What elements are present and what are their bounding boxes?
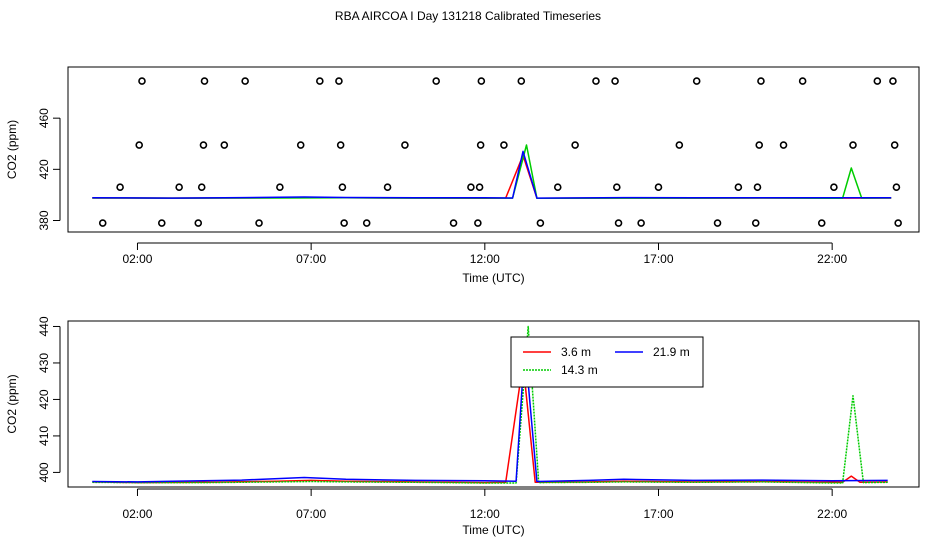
data-point [255, 219, 263, 227]
x-tick-label: 02:00 [122, 507, 152, 521]
data-point [194, 219, 203, 227]
x-tick-label: 22:00 [817, 507, 847, 521]
data-point [338, 183, 347, 192]
data-point [135, 141, 144, 149]
data-point [734, 183, 743, 192]
data-point [654, 183, 663, 192]
data-point [474, 219, 482, 227]
x-tick-label: 17:00 [643, 252, 673, 266]
x-tick-label: 12:00 [470, 252, 500, 266]
series-line [92, 150, 892, 199]
data-point [553, 183, 562, 192]
data-point [890, 141, 899, 149]
x-tick-label: 02:00 [122, 252, 152, 266]
x-tick-label: 17:00 [643, 507, 673, 521]
series-line [92, 144, 892, 199]
data-point [175, 183, 183, 192]
data-point [477, 77, 486, 85]
data-point [449, 219, 458, 227]
y-tick-label: 380 [37, 210, 51, 230]
data-point [675, 141, 684, 149]
y-tick-label: 420 [37, 159, 51, 179]
data-point [200, 77, 209, 85]
data-point [383, 183, 392, 192]
legend-label: 14.3 m [561, 363, 598, 377]
y-tick-label: 460 [37, 108, 51, 128]
data-point [517, 77, 526, 85]
data-point [98, 219, 107, 227]
y-tick-label: 440 [37, 316, 51, 336]
data-point [757, 77, 765, 85]
chart-title: RBA AIRCOA I Day 131218 Calibrated Times… [334, 9, 602, 23]
data-point [116, 183, 124, 192]
x-axis-label: Time (UTC) [462, 523, 524, 537]
data-point [476, 141, 485, 149]
data-point [316, 77, 324, 85]
data-point [817, 219, 826, 227]
panel-top: 02:00 07:00 12:00 17:00 22:00 Time (UTC) 380 42… [5, 66, 920, 285]
data-point [637, 219, 645, 227]
data-point [241, 77, 249, 85]
data-point [892, 183, 901, 192]
data-point [592, 77, 600, 85]
data-point [335, 77, 343, 85]
data-point [500, 141, 508, 149]
x-axis-label: Time (UTC) [462, 271, 524, 285]
data-point [613, 183, 621, 192]
data-point [276, 183, 284, 192]
y-axis-label: CO2 (ppm) [5, 374, 19, 433]
data-point [432, 77, 440, 85]
data-point [536, 219, 545, 227]
data-point [611, 77, 619, 85]
data-point [889, 77, 897, 85]
data-point [157, 219, 166, 227]
data-point [849, 141, 857, 149]
series-line [92, 343, 888, 483]
data-point [798, 77, 807, 85]
data-point [751, 219, 760, 227]
series-line [92, 154, 892, 199]
x-tick-label: 22:00 [817, 252, 847, 266]
data-point [753, 183, 762, 192]
series-line [92, 362, 888, 484]
data-point [571, 141, 579, 149]
data-point [336, 141, 345, 149]
data-point [475, 183, 484, 192]
legend-label: 21.9 m [653, 345, 690, 359]
data-point [755, 141, 764, 149]
data-point [713, 219, 722, 227]
data-point [362, 219, 371, 227]
plot-frame [67, 66, 920, 233]
y-tick-label: 400 [37, 462, 51, 482]
legend-box [510, 336, 704, 388]
data-point [614, 219, 623, 227]
data-point [467, 183, 475, 192]
data-point [779, 141, 788, 149]
data-point [873, 77, 882, 85]
data-point [340, 219, 348, 227]
data-point [197, 183, 206, 192]
x-tick-label: 07:00 [296, 252, 326, 266]
data-point [401, 141, 409, 149]
y-tick-label: 410 [37, 426, 51, 446]
y-tick-label: 430 [37, 353, 51, 373]
y-axis-label: CO2 (ppm) [5, 120, 19, 179]
plot-frame [67, 320, 920, 488]
data-point [296, 141, 305, 149]
data-point [199, 141, 208, 149]
panel-bottom: 02:00 07:00 12:00 17:00 22:00 Time (UTC) 400 41… [5, 316, 920, 537]
x-tick-label: 07:00 [296, 507, 326, 521]
data-point [692, 77, 701, 85]
data-point [138, 77, 146, 85]
series-line [92, 325, 888, 484]
data-point [220, 141, 229, 149]
data-point [894, 219, 902, 227]
x-tick-label: 12:00 [470, 507, 500, 521]
data-point [830, 183, 838, 192]
legend-label: 3.6 m [561, 345, 591, 359]
y-tick-label: 420 [37, 389, 51, 409]
